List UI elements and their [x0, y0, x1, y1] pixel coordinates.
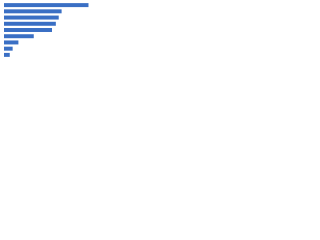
bar: [4, 15, 59, 20]
bar: [4, 9, 62, 14]
bar: [4, 21, 56, 26]
bar: [4, 3, 89, 8]
bar: [4, 52, 10, 57]
chart: [4, 3, 89, 57]
bar: [4, 34, 34, 39]
bar: [4, 46, 13, 51]
bar: [4, 40, 19, 45]
bar: [4, 28, 52, 32]
